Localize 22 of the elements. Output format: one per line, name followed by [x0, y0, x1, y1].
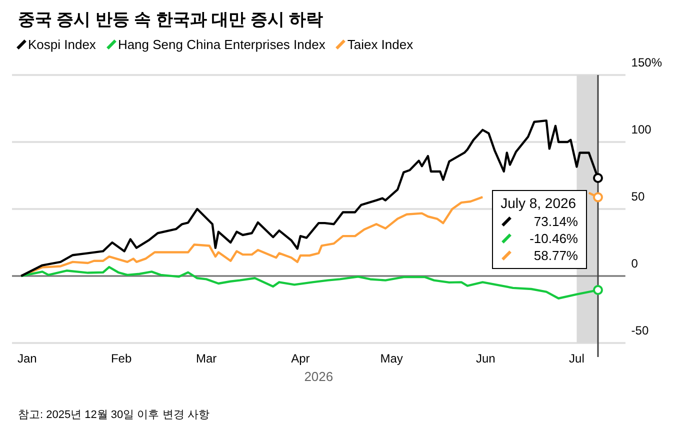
y-tick-label: 50: [631, 189, 645, 204]
chart-title: 중국 증시 반등 속 한국과 대만 증시 하락: [18, 9, 324, 31]
y-tick-label: 150%: [631, 55, 662, 70]
x-tick-label: Jul: [569, 352, 584, 366]
annotation: 58.77%: [534, 247, 578, 264]
x-tick-label: Jun: [476, 352, 496, 366]
x-tick-label: Mar: [196, 352, 217, 366]
legend-label: Taiex Index: [347, 36, 414, 52]
legend-label: Kospi Index: [28, 36, 96, 52]
legend-label: Hang Seng China Enterprises Index: [118, 36, 326, 52]
y-tick-label: 0: [631, 256, 638, 270]
y-tick-label: -50: [631, 323, 649, 338]
x-axis-title: 2026: [304, 368, 334, 384]
x-tick-label: Feb: [110, 352, 132, 366]
y-tick-label: 100: [631, 122, 652, 136]
annotation: -10.46%: [530, 230, 578, 248]
annotation: July 8, 2026: [500, 195, 578, 212]
x-tick-label: May: [380, 352, 403, 366]
annotation: 73.14%: [534, 213, 578, 230]
x-tick-label: Jan: [18, 352, 37, 366]
text: 참고: 2025년 12월 30일 이후 변경 사항: [18, 408, 210, 422]
x-tick-label: Apr: [291, 352, 310, 366]
